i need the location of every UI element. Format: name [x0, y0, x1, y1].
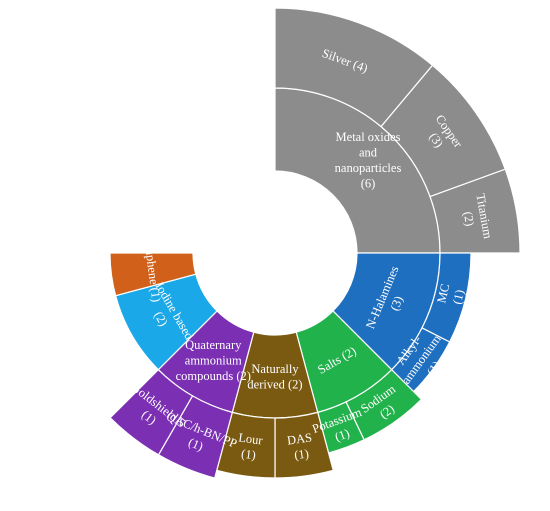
inner-segment-graphene-1 [109, 252, 197, 297]
inner-ring [109, 87, 441, 419]
inner-label-metal-oxides-and-nanoparticles-6: Metal oxides and nanoparticles (6) [335, 130, 402, 191]
outer-segment-goldshield-5-1 [109, 368, 194, 456]
outer-segment-titanium-2 [429, 168, 521, 254]
inner-label-naturally-derived-2: Naturally derived (2) [247, 362, 302, 392]
outer-label-lour-1: Lour(1) [236, 430, 265, 463]
outer-label-mc-1: MC(1) [434, 282, 467, 308]
inner-label-quaternary-ammonium-compounds-2: Quaternary ammonium compounds (2) [176, 338, 251, 383]
outer-ring [109, 7, 521, 479]
outer-label-das-1: DAS(1) [286, 430, 315, 463]
